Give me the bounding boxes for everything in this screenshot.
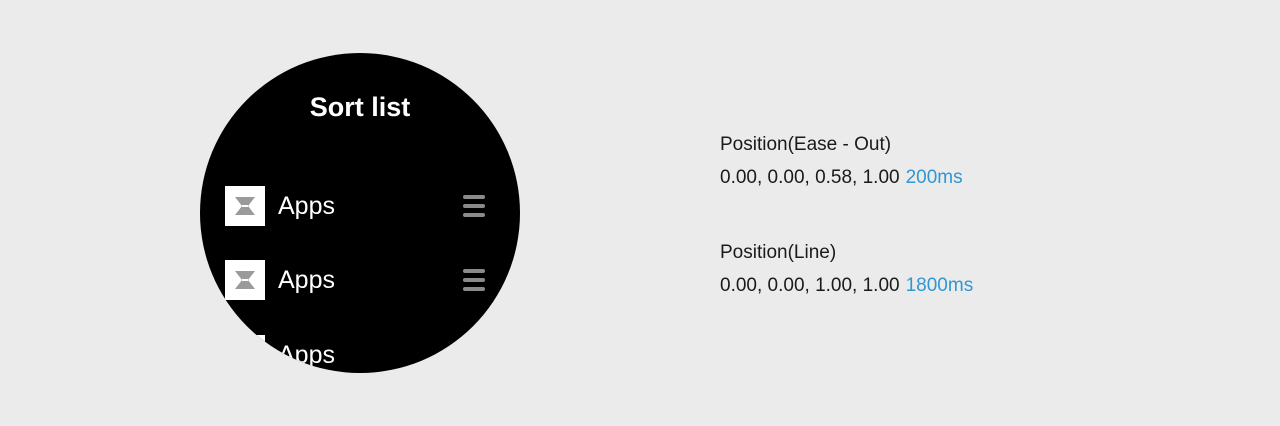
spec-values-line: 0.00, 0.00, 0.58, 1.00 200ms bbox=[720, 165, 963, 191]
app-icon bbox=[225, 260, 265, 300]
animation-spec-ease-out: Position(Ease - Out) 0.00, 0.00, 0.58, 1… bbox=[720, 132, 963, 191]
reorder-handle-icon[interactable] bbox=[463, 344, 485, 368]
list-item[interactable]: Apps bbox=[225, 260, 495, 300]
list-item-label: Apps bbox=[278, 192, 335, 220]
reorder-handle-icon[interactable] bbox=[463, 269, 485, 293]
list-item-label: Apps bbox=[278, 266, 335, 294]
list-item-label: Apps bbox=[278, 341, 335, 369]
spec-bezier-values: 0.00, 0.00, 1.00, 1.00 bbox=[720, 275, 900, 296]
app-icon bbox=[225, 335, 265, 373]
spec-label: Position(Ease - Out) bbox=[720, 134, 892, 155]
watch-screen: Sort list Apps Apps bbox=[200, 53, 520, 373]
spec-bezier-values: 0.00, 0.00, 0.58, 1.00 bbox=[720, 167, 900, 188]
app-icon bbox=[225, 186, 265, 226]
list-item[interactable]: Apps bbox=[225, 335, 495, 373]
spec-duration: 200ms bbox=[905, 167, 963, 188]
list-item[interactable]: Apps bbox=[225, 186, 495, 226]
reorder-handle-icon[interactable] bbox=[463, 195, 485, 219]
spec-label: Position(Line) bbox=[720, 242, 837, 263]
spec-values-line: 0.00, 0.00, 1.00, 1.00 1800ms bbox=[720, 273, 973, 299]
animation-spec-line: Position(Line) 0.00, 0.00, 1.00, 1.00 180… bbox=[720, 240, 973, 299]
spec-duration: 1800ms bbox=[905, 275, 974, 296]
page-title: Sort list bbox=[309, 92, 411, 122]
